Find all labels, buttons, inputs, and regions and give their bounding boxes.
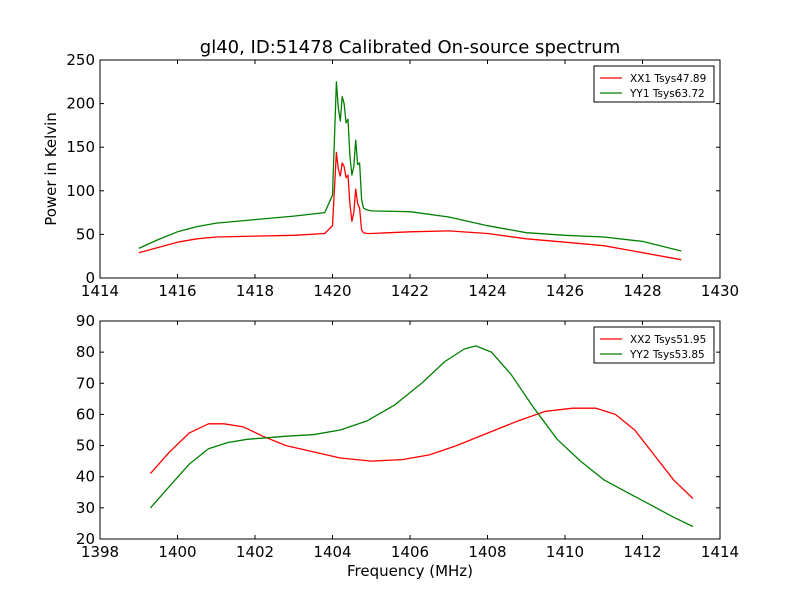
- y-tick-label: 70: [76, 374, 95, 392]
- y-axis-label: Power in Kelvin: [42, 112, 60, 226]
- legend-entry: XX1 Tsys47.89: [630, 73, 706, 85]
- y-tick-label: 0: [85, 269, 95, 287]
- x-tick-label: 1430: [701, 282, 739, 300]
- x-tick-label: 1414: [701, 543, 739, 561]
- series-line-2-2: [149, 345, 694, 528]
- x-tick-label: 1408: [468, 543, 506, 561]
- x-tick-label: 1422: [391, 282, 429, 300]
- y-tick-label: 20: [76, 530, 95, 548]
- legend-box: [593, 326, 715, 364]
- y-tick-label: 40: [76, 468, 95, 486]
- x-tick-label: 1412: [623, 543, 661, 561]
- legend-entry: XX2 Tsys51.95: [630, 334, 706, 346]
- x-tick-label: 1416: [158, 282, 196, 300]
- legend-entry: YY1 Tsys63.72: [629, 88, 705, 100]
- y-tick-label: 30: [76, 499, 95, 517]
- legend-entry: YY2 Tsys53.85: [629, 349, 705, 361]
- y-tick-label: 150: [66, 138, 95, 156]
- x-tick-label: 1410: [546, 543, 584, 561]
- y-tick-label: 80: [76, 343, 95, 361]
- y-tick-label: 50: [76, 437, 95, 455]
- legend-box: [593, 65, 715, 103]
- y-tick-label: 50: [76, 225, 95, 243]
- x-tick-label: 1418: [236, 282, 274, 300]
- y-tick-label: 60: [76, 405, 95, 423]
- bottom-panel: 1398 1400 1402 1404 1406 1408 1410 1412 1414 20 30…: [76, 312, 739, 580]
- y-tick-label: 200: [66, 95, 95, 113]
- x-tick-label: 1414: [81, 282, 119, 300]
- x-tick-label: 1402: [236, 543, 274, 561]
- x-tick-label: 1404: [313, 543, 351, 561]
- x-tick-label: 1428: [623, 282, 661, 300]
- series-line-1-2: [138, 81, 682, 252]
- x-tick-label: 1406: [391, 543, 429, 561]
- y-tick-label: 90: [76, 312, 95, 330]
- series-line-2-1: [149, 407, 694, 499]
- figure-title: gl40, ID:51478 Calibrated On-source spec…: [200, 37, 620, 58]
- x-tick-label: 1426: [546, 282, 584, 300]
- top-panel: 1414 1416 1418 1420 1422 1424 1426 1428 1430 0 50 1…: [42, 51, 739, 300]
- x-tick-label: 1424: [468, 282, 506, 300]
- x-tick-label: 1400: [158, 543, 196, 561]
- y-tick-label: 250: [66, 51, 95, 69]
- x-tick-label: 1398: [81, 543, 119, 561]
- series-line-1-1: [138, 151, 682, 261]
- x-tick-label: 1420: [313, 282, 351, 300]
- x-axis-label: Frequency (MHz): [347, 562, 473, 580]
- y-tick-label: 100: [66, 182, 95, 200]
